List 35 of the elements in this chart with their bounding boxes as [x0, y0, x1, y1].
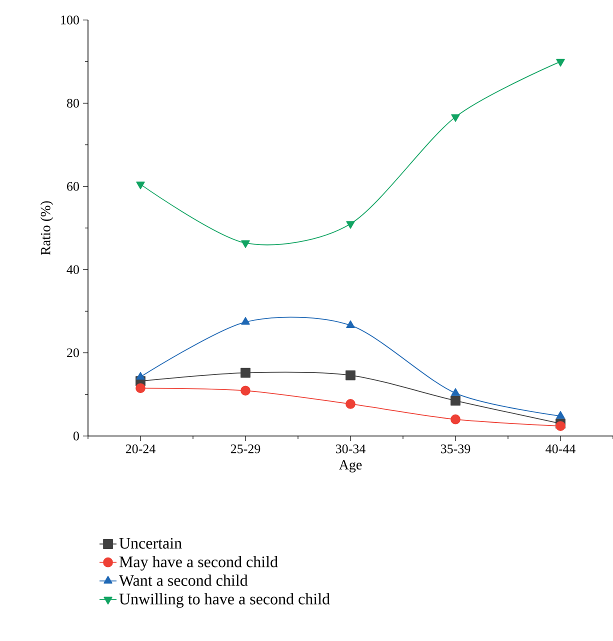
point: [240, 386, 250, 396]
y-axis-title: Ratio (%): [40, 201, 54, 255]
x-axis-title: Age: [338, 460, 362, 472]
point: [136, 182, 145, 190]
legend-label: May have a second child: [119, 556, 278, 571]
y-tick-label: 80: [66, 98, 79, 108]
point: [136, 372, 145, 380]
point: [136, 383, 146, 394]
point: [556, 411, 565, 419]
x-tick-label: 35-39: [440, 444, 470, 454]
x-tick-label: 40-44: [546, 444, 576, 454]
point: [240, 368, 250, 378]
point: [346, 399, 356, 409]
y-tick-label: 60: [67, 182, 79, 191]
y-tick-label: 40: [66, 265, 79, 274]
x-tick-label: 20-24: [126, 444, 156, 454]
x-tick-label: 30-34: [336, 444, 366, 454]
point: [450, 414, 460, 424]
point: [346, 320, 355, 328]
x-tick-label: 25-29: [230, 444, 260, 454]
point: [450, 396, 460, 406]
y-tick-label: 100: [61, 16, 79, 24]
point: [241, 317, 250, 325]
point: [451, 388, 460, 396]
point: [241, 240, 250, 248]
y-tick-label: 0: [73, 432, 79, 440]
legend-label: Uncertain: [119, 538, 182, 549]
y-tick-label: 20: [67, 348, 79, 358]
point: [451, 114, 460, 122]
point: [556, 421, 566, 431]
point: [346, 221, 355, 229]
point: [346, 370, 356, 380]
legend-label: Unwilling to have a second child: [119, 593, 330, 608]
legend-label: Want a second child: [118, 574, 248, 586]
point: [556, 58, 565, 67]
